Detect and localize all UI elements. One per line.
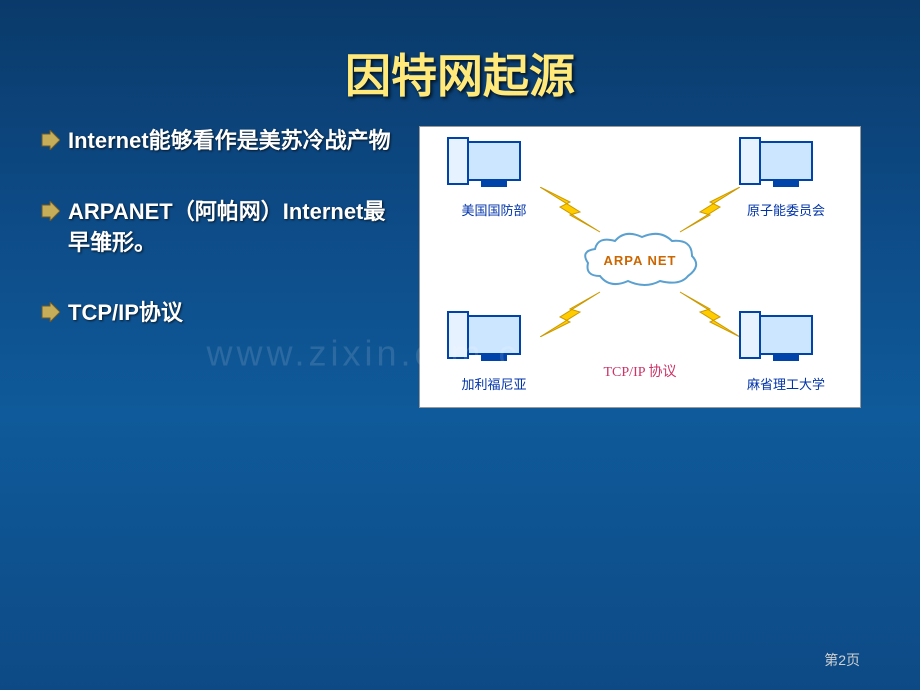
computer-tower-icon [447, 137, 469, 185]
computer-tower-icon [739, 137, 761, 185]
bullet-arrow-icon [40, 302, 60, 322]
bullet-list: Internet能够看作是美苏冷战产物 ARPANET（阿帕网）Internet… [40, 126, 400, 408]
computer-tower-icon [739, 311, 761, 359]
bolt-icon [540, 287, 610, 337]
bullet-arrow-icon [40, 201, 60, 221]
computer-monitor-icon [759, 141, 813, 181]
bolt-icon [670, 287, 740, 337]
node-label: 麻省理工大学 [736, 374, 836, 393]
node-label: 原子能委员会 [736, 200, 836, 219]
network-node: 麻省理工大学 [736, 315, 836, 393]
network-node: 美国国防部 [444, 141, 544, 219]
slide: 因特网起源 Internet能够看作是美苏冷战产物 ARPANET（阿帕网）In… [0, 0, 920, 690]
bullet-text: TCP/IP协议 [68, 298, 400, 329]
protocol-label: TCP/IP 协议 [604, 361, 677, 381]
computer-monitor-icon [759, 315, 813, 355]
computer-tower-icon [447, 311, 469, 359]
bullet-item: ARPANET（阿帕网）Internet最早雏形。 [40, 197, 400, 259]
bolt-icon [540, 187, 610, 237]
bullet-text: Internet能够看作是美苏冷战产物 [68, 126, 400, 157]
slide-title: 因特网起源 [0, 0, 920, 126]
arpanet-diagram: ARPA NET 美国国防部 原子能委员会 [419, 126, 861, 408]
network-node: 原子能委员会 [736, 141, 836, 219]
computer-monitor-icon [467, 315, 521, 355]
bolt-icon [670, 187, 740, 237]
cloud-node: ARPA NET [580, 231, 700, 291]
page-number: 第2页 [824, 650, 860, 670]
slide-body: Internet能够看作是美苏冷战产物 ARPANET（阿帕网）Internet… [0, 126, 920, 408]
network-node: 加利福尼亚 [444, 315, 544, 393]
node-label: 加利福尼亚 [444, 374, 544, 393]
node-label: 美国国防部 [444, 200, 544, 219]
diagram-container: ARPA NET 美国国防部 原子能委员会 [400, 126, 880, 408]
bullet-text: ARPANET（阿帕网）Internet最早雏形。 [68, 197, 400, 259]
computer-monitor-icon [467, 141, 521, 181]
bullet-item: Internet能够看作是美苏冷战产物 [40, 126, 400, 157]
bullet-item: TCP/IP协议 [40, 298, 400, 329]
cloud-label: ARPA NET [580, 231, 700, 291]
bullet-arrow-icon [40, 130, 60, 150]
